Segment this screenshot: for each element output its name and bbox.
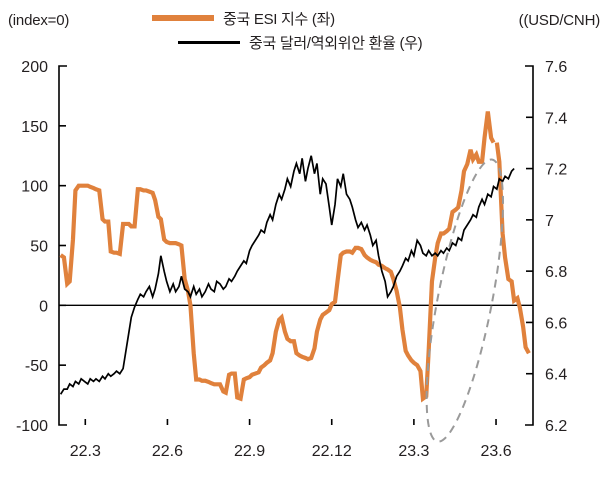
- series-line-1: [494, 142, 531, 355]
- right-tick-label: 6.4: [545, 367, 567, 384]
- right-tick-label: 6.8: [545, 264, 567, 281]
- right-tick-label: 7.6: [545, 59, 567, 76]
- right-tick-label: 6.6: [545, 315, 567, 332]
- right-axis-unit-label: ((USD/CNH): [518, 12, 601, 29]
- chart-legend: 중국 ESI 지수 (좌) 중국 달러/역외위안 환율 (우): [152, 6, 482, 54]
- legend-item-fx: 중국 달러/역외위안 환율 (우): [152, 30, 482, 54]
- right-axis-tick-labels: 6.2 6.4 6.6 6.8 7 7.2 7.4 7.6: [545, 59, 567, 435]
- right-tick-label: 7.4: [545, 110, 567, 127]
- x-tick-label: 22.12: [312, 443, 352, 460]
- series-line-0: [59, 111, 496, 403]
- left-tick-label: 100: [21, 179, 48, 196]
- left-tick-label: 0: [39, 298, 48, 315]
- left-tick-label: -50: [25, 358, 48, 375]
- x-tick-label: 23.3: [398, 443, 429, 460]
- annotation-group: [425, 158, 505, 443]
- legend-label-fx: 중국 달러/역외위안 환율 (우): [249, 34, 423, 52]
- right-axis-spine: [525, 65, 534, 426]
- legend-swatch-orange-icon: [152, 15, 214, 21]
- left-axis-tick-labels: -100 -50 0 50 100 150 200: [16, 59, 48, 435]
- left-tick-label: 150: [21, 119, 48, 136]
- left-tick-label: 200: [21, 59, 48, 76]
- highlight-ellipse-annotation: [425, 158, 505, 443]
- legend-swatch-black-icon: [178, 40, 240, 44]
- data-series-group: [59, 111, 531, 403]
- x-tick-label: 22.6: [152, 443, 183, 460]
- axis-frame: [58, 65, 534, 426]
- right-tick-label: 7: [545, 213, 554, 230]
- x-tick-label: 23.6: [480, 443, 511, 460]
- x-tick-label: 22.9: [234, 443, 265, 460]
- x-axis-tick-labels: 22.3 22.6 22.9 22.12 23.3 23.6: [70, 443, 512, 460]
- left-tick-label: 50: [30, 239, 48, 256]
- left-axis-unit-label: (index=0): [8, 12, 70, 29]
- right-tick-label: 7.2: [545, 162, 567, 179]
- series-line-2: [59, 155, 515, 395]
- x-tick-label: 22.3: [70, 443, 101, 460]
- legend-item-esi: 중국 ESI 지수 (좌): [152, 6, 482, 30]
- right-tick-label: 6.2: [545, 418, 567, 435]
- left-tick-label: -100: [16, 418, 48, 435]
- legend-label-esi: 중국 ESI 지수 (좌): [223, 10, 335, 28]
